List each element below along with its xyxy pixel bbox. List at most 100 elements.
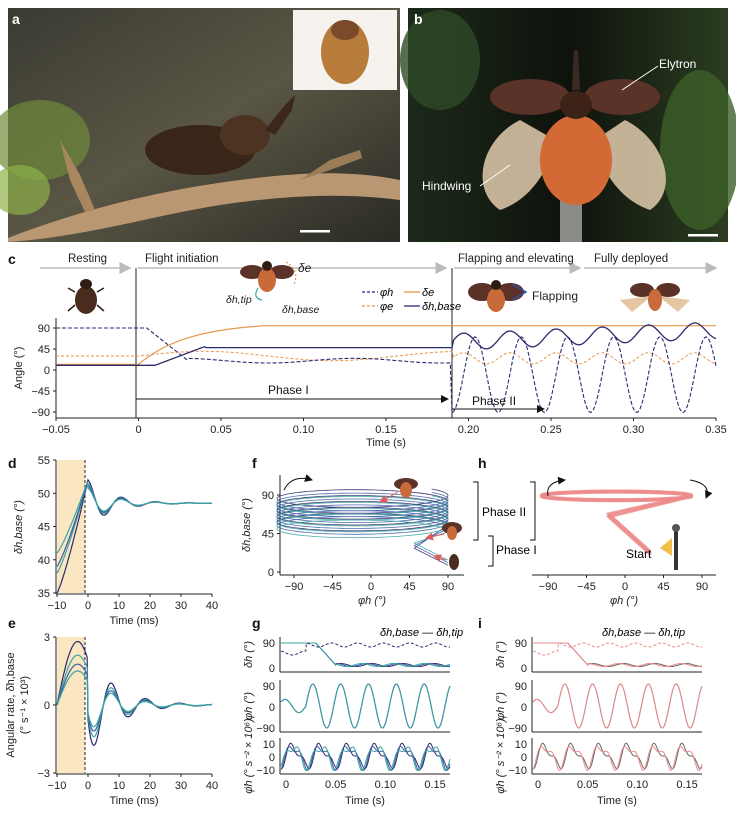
- g-axes-ytick: 0: [269, 702, 275, 714]
- f-yticks: 90 45 0: [262, 490, 280, 579]
- f-ytick: 90: [262, 490, 274, 502]
- phase1-label: Phase I: [268, 383, 309, 397]
- f-ytick: 0: [268, 567, 274, 579]
- stage-fully-deployed: Fully deployed: [594, 253, 668, 265]
- g-axes-ytick: −90: [256, 723, 275, 735]
- legend-c: φh δe φe δh,base: [362, 287, 461, 313]
- h-start: Start: [626, 547, 652, 561]
- c-series-delta-base: [56, 322, 717, 366]
- d-ytick: 35: [38, 588, 50, 600]
- f-series-1: [276, 492, 449, 563]
- e-ytick: −3: [37, 768, 50, 780]
- d-ylabel: δh,base (°): [13, 500, 25, 554]
- d-xtick: 10: [113, 600, 125, 612]
- f-xtick: −90: [285, 581, 304, 593]
- c-ytick: −45: [31, 386, 50, 398]
- f-rotation-arrow: [283, 474, 313, 491]
- h-xticks: −90 −45 0 45 90: [539, 575, 708, 593]
- h-bracket: [530, 481, 536, 541]
- panel-label-d: d: [8, 455, 17, 471]
- g-axes-xtick: 0: [283, 779, 289, 791]
- i-axes-ytick: 90: [515, 681, 527, 693]
- i-axes-ylabel-0: δh (°): [495, 641, 507, 668]
- h-xtick: 0: [622, 581, 628, 593]
- d-yticks: 55 50 45 40 35: [38, 455, 56, 600]
- i-legend: δh,base — δh,tip: [602, 627, 685, 639]
- c-xtick: 0.30: [623, 424, 644, 436]
- i-axes-xtick: 0: [535, 779, 541, 791]
- c-xtick: 0.25: [540, 424, 561, 436]
- i-axes-ylabel-2: φ̈h (° s⁻² × 10⁶): [495, 718, 507, 794]
- g-axes-base-series: [280, 642, 451, 656]
- h-xlabel: φh (°): [610, 595, 638, 607]
- d-xtick: 20: [144, 600, 156, 612]
- g-axes-series-2-1: [280, 745, 451, 771]
- e-yticks: 3 0 −3: [37, 632, 56, 780]
- e-xtick: 10: [113, 780, 125, 792]
- d-xtick: 0: [85, 600, 91, 612]
- g-axes-ytick: 90: [263, 638, 275, 650]
- label-flapping: Flapping: [532, 289, 578, 303]
- f-phase1: Phase I: [496, 543, 537, 557]
- i-axes-ylabel-1: φh (°): [495, 692, 507, 720]
- h-arrow-right: [689, 479, 713, 499]
- f-beetle-icons: [379, 478, 462, 570]
- h-xtick: 45: [657, 581, 669, 593]
- d-ytick: 55: [38, 455, 50, 467]
- c-ytick: 45: [38, 344, 50, 356]
- legend-delta-e: δe: [422, 287, 434, 299]
- e-xtick: 20: [144, 780, 156, 792]
- d-xtick: 40: [206, 600, 218, 612]
- e-xtick: 40: [206, 780, 218, 792]
- i-axes-xtick: 0.15: [676, 779, 697, 791]
- c-ytick: −90: [31, 407, 50, 419]
- f-phase1-bracket: [488, 535, 494, 567]
- c-xtick: 0.35: [705, 424, 726, 436]
- g-axes-ytick: 0: [269, 752, 275, 764]
- panel-label-g: g: [252, 615, 261, 631]
- stage-flight-initiation: Flight initiation: [145, 253, 219, 265]
- panel-label-h: h: [478, 455, 487, 471]
- d-xtick: 30: [175, 600, 187, 612]
- panel-label-i: i: [478, 615, 482, 631]
- c-series-phi-e: [56, 350, 717, 365]
- i-axes-ytick: 0: [521, 702, 527, 714]
- d-xlabel: Time (ms): [109, 615, 158, 627]
- h-xtick: 90: [696, 581, 708, 593]
- e-xlabel: Time (ms): [109, 795, 158, 807]
- f-curves: [276, 488, 449, 566]
- e-curves: [56, 640, 213, 746]
- c-xtick: 0: [135, 424, 141, 436]
- d-xtick: −10: [48, 600, 67, 612]
- g-axes-xtick: 0.05: [325, 779, 346, 791]
- f-xticks: −90 −45 0 45 90: [285, 575, 454, 593]
- f-xtick: 0: [368, 581, 374, 593]
- photo-a: [0, 8, 400, 242]
- d-ytick: 40: [38, 555, 50, 567]
- g-axes-ytick: 0: [269, 663, 275, 675]
- g-legend: δh,base — δh,tip: [380, 627, 463, 639]
- i-axes-ytick: 0: [521, 663, 527, 675]
- i-axes-series-1-1: [532, 683, 703, 729]
- i-axes-ytick: 0: [521, 752, 527, 764]
- g-axes-xtick: 0.10: [375, 779, 396, 791]
- beetle-icon-initiation: [240, 261, 297, 301]
- g-axes-ylabel-0: δh (°): [243, 641, 255, 668]
- d-ytick: 50: [38, 488, 50, 500]
- c-series-delta-e: [56, 325, 716, 365]
- h-xtick: −90: [539, 581, 558, 593]
- i-axes-series-0-1: [533, 642, 703, 667]
- i-axes-ytick: −90: [508, 723, 527, 735]
- c-xtick: 0.10: [293, 424, 314, 436]
- c-xtick: 0.15: [375, 424, 396, 436]
- f-xlabel: φh (°): [358, 595, 386, 607]
- f-xtick: −45: [323, 581, 342, 593]
- g-axes-series-1-2: [280, 683, 451, 729]
- d-series-3: [56, 481, 212, 554]
- e-shade: [57, 637, 85, 773]
- c-curves: [56, 322, 717, 414]
- i-axes-series-2-0: [533, 742, 703, 770]
- g-axes-ytick: −10: [256, 765, 275, 777]
